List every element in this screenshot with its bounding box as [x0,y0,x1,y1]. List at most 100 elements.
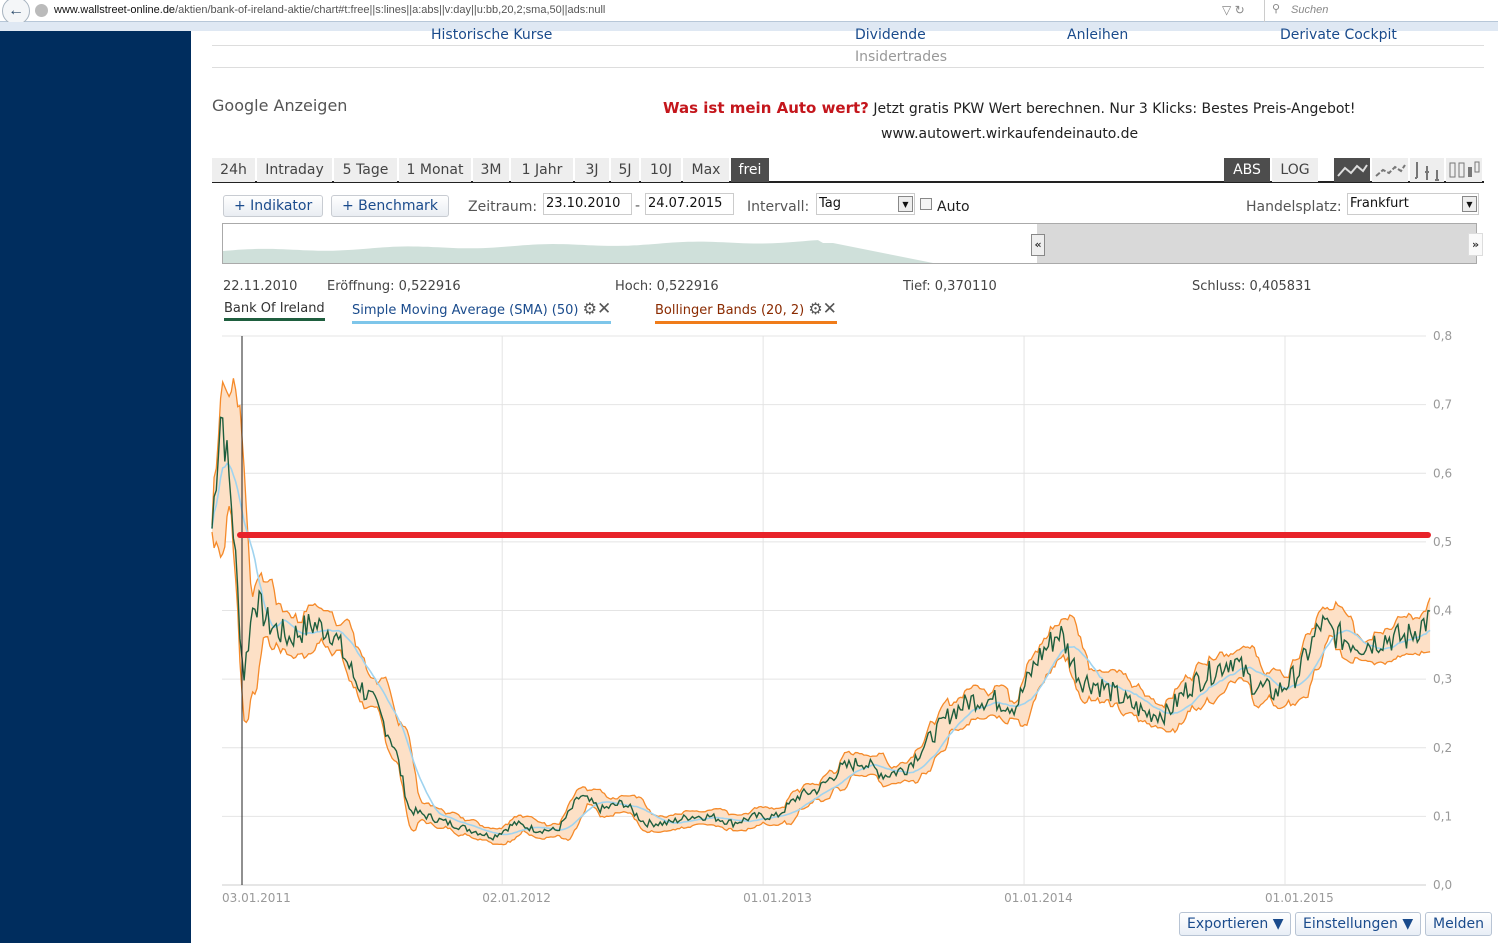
price-line [211,416,1431,841]
report-button[interactable]: Melden [1425,912,1492,936]
navigator-right-handle[interactable]: » [1468,233,1483,256]
quote-open: Eröffnung: 0,522916 [327,279,461,294]
tab-3j[interactable]: 3J [575,158,609,182]
y-tick-label: 0,5 [1433,535,1452,549]
toolbar-strip [0,22,1498,31]
navigator-selection[interactable] [1037,224,1476,263]
nav-derivate-cockpit[interactable]: Derivate Cockpit [1280,27,1397,43]
x-tick-label: 01.01.2015 [1265,891,1334,905]
auto-label: Auto [937,199,970,215]
tab-10j[interactable]: 10J [641,158,681,182]
intervall-value: Tag [819,196,842,211]
url-path: /aktien/bank-of-ireland-aktie/chart#t:fr… [175,4,606,16]
tab-max[interactable]: Max [683,158,729,182]
handelsplatz-value: Frankfurt [1350,196,1409,211]
auto-checkbox[interactable] [920,198,932,210]
ohlc-chart-icon[interactable] [1410,158,1444,182]
y-tick-label: 0,3 [1433,672,1452,686]
quote-close: Schluss: 0,405831 [1192,279,1312,294]
tab-frei[interactable]: frei [731,158,769,182]
legend-label: Simple Moving Average (SMA) (50) [352,303,579,318]
y-tick-label: 0,6 [1433,466,1452,480]
tab-1-jahr[interactable]: 1 Jahr [511,158,573,182]
nav-insidertrades[interactable]: Insidertrades [855,49,948,65]
legend-label: Bollinger Bands (20, 2) [655,303,805,318]
handelsplatz-label: Handelsplatz: [1246,199,1342,215]
period-tabs: 24h Intraday 5 Tage 1 Monat 3M 1 Jahr 3J… [212,158,1484,183]
y-tick-label: 0,8 [1433,329,1452,343]
line-chart-icon[interactable] [1334,158,1370,182]
gear-icon[interactable]: ⚙ [582,299,597,318]
tab-5-tage[interactable]: 5 Tage [334,158,397,182]
tab-log[interactable]: LOG [1272,158,1318,182]
left-sidebar [0,31,191,943]
ad-text[interactable]: Was ist mein Auto wert? Jetzt gratis PKW… [663,99,1356,117]
ads-heading: Google Anzeigen [212,96,348,115]
quote-high: Hoch: 0,522916 [615,279,719,294]
settings-button[interactable]: Einstellungen ▼ [1295,912,1422,936]
candlestick-chart-icon[interactable] [1446,158,1482,182]
browser-address-bar: ← www.wallstreet-online.de/aktien/bank-o… [0,0,1498,25]
y-tick-label: 0,4 [1433,604,1452,618]
sma-line [211,462,1431,836]
x-tick-label: 01.01.2013 [743,891,812,905]
x-tick-label: 02.01.2012 [482,891,551,905]
add-benchmark-button[interactable]: + Benchmark [331,195,449,217]
tab-1-monat[interactable]: 1 Monat [399,158,471,182]
ad-body: Jetzt gratis PKW Wert berechnen. Nur 3 K… [873,101,1356,117]
date-to-input[interactable]: 24.07.2015 [645,193,734,215]
reload-icon[interactable]: ▽ ↻ [1222,3,1245,17]
y-tick-label: 0,0 [1433,878,1452,892]
search-input[interactable]: ⚲ Suchen [1264,0,1498,22]
divider [212,45,1484,46]
tab-24h[interactable]: 24h [212,158,255,182]
chevron-down-icon: ▼ [1462,196,1477,212]
nav-historische-kurse[interactable]: Historische Kurse [431,27,553,43]
quote-date: 22.11.2010 [223,279,298,294]
quote-low: Tief: 0,370110 [903,279,997,294]
url-host: www.wallstreet-online.de [54,4,176,16]
ad-title[interactable]: Was ist mein Auto wert? [663,99,869,117]
search-icon: ⚲ [1272,3,1281,15]
search-placeholder: Suchen [1291,4,1329,16]
x-tick-label: 03.01.2011 [222,891,291,905]
bollinger-band-fill [212,378,1431,845]
zeitraum-label: Zeitraum: [468,199,538,215]
navigator-left-handle[interactable]: « [1031,234,1045,256]
close-icon[interactable]: ✕ [596,299,612,319]
nav-dividende[interactable]: Dividende [855,27,926,43]
tab-intraday[interactable]: Intraday [257,158,332,182]
url-input[interactable]: www.wallstreet-online.de/aktien/bank-of-… [54,4,605,16]
navigator-area [223,240,933,263]
bollinger-upper-line [211,378,1431,830]
legend-bollinger[interactable]: Bollinger Bands (20, 2) ⚙✕ [655,299,837,324]
y-tick-label: 0,1 [1433,809,1452,823]
legend-sma[interactable]: Simple Moving Average (SMA) (50) ⚙✕ [352,299,612,324]
bollinger-lower-line [211,506,1431,846]
nav-anleihen[interactable]: Anleihen [1067,27,1129,43]
mountain-chart-icon[interactable] [1372,158,1408,182]
date-separator: - [635,198,641,214]
intervall-label: Intervall: [747,199,810,215]
y-tick-label: 0,7 [1433,398,1452,412]
globe-icon [35,4,48,17]
x-tick-label: 01.01.2014 [1004,891,1073,905]
tab-5j[interactable]: 5J [611,158,639,182]
add-indicator-button[interactable]: + Indikator [223,195,324,217]
divider [212,67,1484,68]
ad-link[interactable]: www.autowert.wirkaufendeinauto.de [881,126,1139,142]
gear-icon[interactable]: ⚙ [808,299,823,318]
legend-bank-of-ireland[interactable]: Bank Of Ireland [224,301,325,321]
intervall-select[interactable]: Tag ▼ [816,193,915,215]
chevron-down-icon: ▼ [898,196,913,212]
legend-label: Bank Of Ireland [224,301,325,316]
handelsplatz-select[interactable]: Frankfurt ▼ [1347,193,1479,215]
close-icon[interactable]: ✕ [822,299,837,319]
date-from-input[interactable]: 23.10.2010 [543,193,632,215]
export-button[interactable]: Exportieren ▼ [1179,912,1292,936]
tab-abs[interactable]: ABS [1224,158,1270,182]
navigator-chart[interactable]: « [222,223,1477,264]
tab-3m[interactable]: 3M [473,158,509,182]
y-tick-label: 0,2 [1433,741,1452,755]
